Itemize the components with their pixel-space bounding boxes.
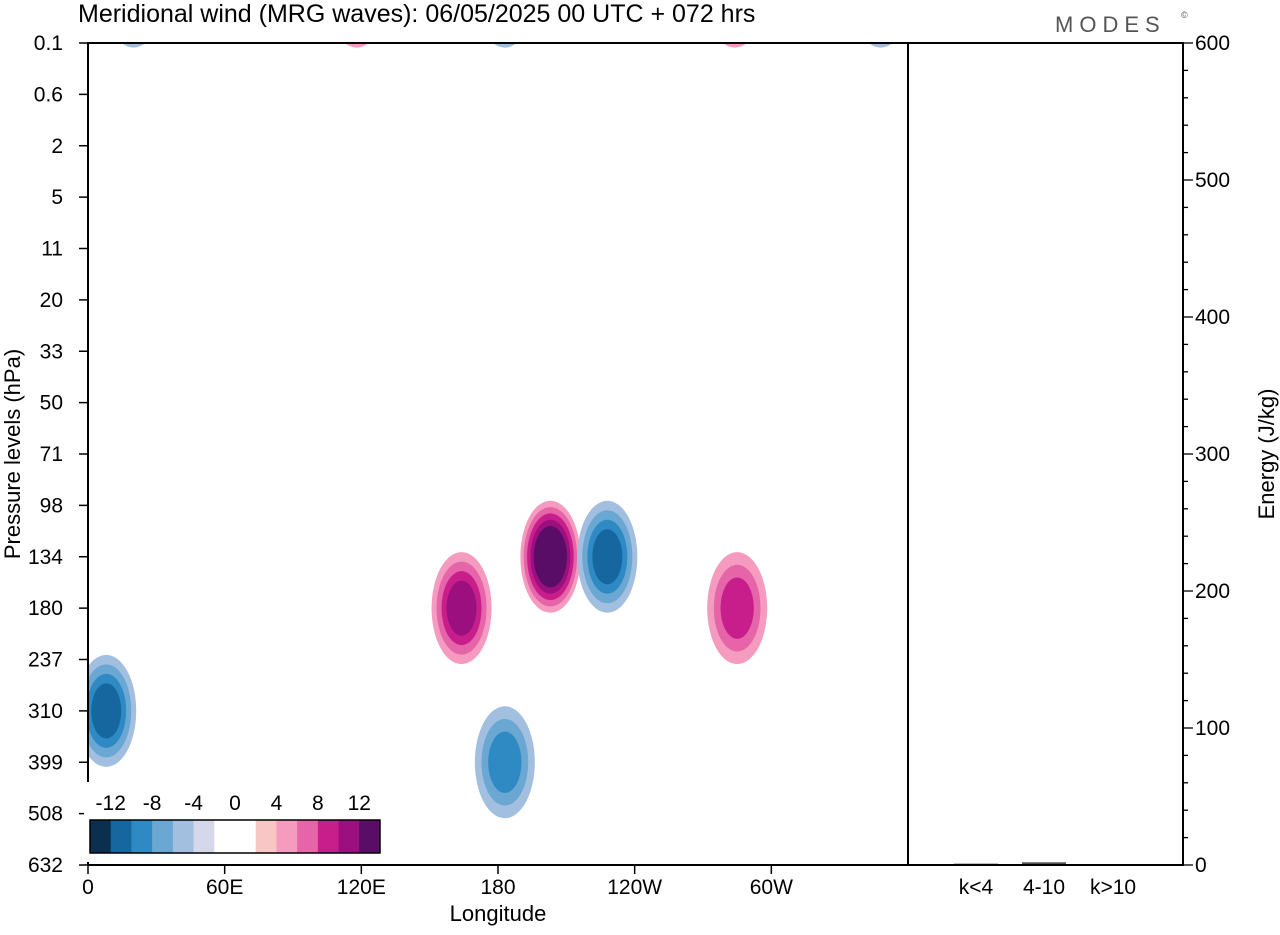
x-axis-label: Longitude [450, 901, 547, 926]
colorbar-swatch [297, 820, 319, 853]
energy-axis: 0 100 200 300 400 500 600 [1183, 32, 1230, 877]
heatmap-contours [88, 0, 907, 819]
contour-feature [854, 0, 907, 48]
colorbar-swatch [276, 820, 298, 853]
x-tick-label: 0 [82, 876, 94, 899]
contour-feature [492, 43, 517, 48]
y-tick-label: 50 [40, 392, 63, 415]
contour-level [722, 43, 747, 48]
energy-tick-label: 600 [1195, 32, 1230, 55]
y-tick-label: 98 [40, 494, 63, 517]
colorbar-swatch [338, 820, 360, 853]
contour-feature [520, 500, 581, 613]
contour-level [861, 0, 901, 29]
contour-level [344, 43, 369, 48]
colorbar-frame [89, 819, 381, 854]
pressure-axis: 0.1 0.6 2 5 11 20 33 50 71 98 134 180 237 310 399 508 63… [28, 32, 88, 877]
contour-feature [344, 43, 369, 48]
y-tick-label: 71 [40, 443, 63, 466]
contour-feature [121, 43, 146, 48]
colorbar-label: 8 [312, 792, 324, 815]
contour-level [446, 580, 477, 636]
contour-level [121, 43, 146, 48]
contour-level [868, 43, 893, 48]
y-tick-label: 0.1 [34, 32, 63, 55]
energy-category-label: k>10 [1090, 876, 1136, 899]
contour-level [864, 0, 897, 22]
y-tick-label: 180 [28, 597, 63, 620]
colorbar-swatch [172, 820, 195, 853]
x-tick-label: 60W [750, 876, 793, 899]
colorbar-swatch [110, 820, 132, 853]
colorbar: -12 -8 -4 0 4 8 12 [84, 782, 386, 862]
energy-tick-label: 400 [1195, 306, 1230, 329]
energy-bar [1022, 862, 1066, 865]
contour-feature [474, 706, 535, 819]
x-tick-label: 120W [607, 876, 662, 899]
y-tick-label: 20 [40, 289, 63, 312]
y-tick-label: 399 [28, 751, 63, 774]
contour-level [720, 577, 754, 639]
contour-feature [431, 552, 492, 665]
colorbar-swatch [193, 820, 215, 853]
energy-tick-label: 100 [1195, 717, 1230, 740]
x-tick-label: 60E [206, 876, 243, 899]
contour-level [488, 731, 522, 793]
contour-level [857, 0, 904, 35]
colorbar-swatch [131, 820, 153, 853]
colorbar-swatch [90, 820, 112, 853]
energy-panel [908, 43, 1183, 865]
contour-feature [722, 43, 747, 48]
logo-text: MODES [1055, 12, 1166, 37]
contour-level [537, 532, 564, 582]
y-tick-label: 632 [28, 854, 63, 877]
colorbar-swatch [359, 820, 381, 853]
colorbar-label: 4 [271, 792, 283, 815]
y-tick-label: 0.6 [34, 83, 63, 106]
colorbar-swatch [317, 820, 340, 853]
y-tick-label: 134 [28, 546, 63, 569]
contour-feature [707, 552, 768, 665]
energy-category-label: 4-10 [1023, 876, 1065, 899]
colorbar-swatch [152, 820, 174, 853]
energy-category-label: k<4 [959, 876, 994, 899]
energy-axis-label: Energy (J/kg) [1254, 389, 1279, 520]
y-tick-label: 5 [51, 186, 63, 209]
contour-level [854, 0, 907, 41]
colorbar-label: -8 [143, 792, 162, 815]
y-tick-label: 237 [28, 649, 63, 672]
chart-title: Meridional wind (MRG waves): 06/05/2025 … [78, 0, 755, 28]
contour-level [492, 43, 517, 48]
energy-tick-label: 300 [1195, 443, 1230, 466]
energy-tick-label: 0 [1195, 854, 1207, 877]
colorbar-label: 12 [348, 792, 371, 815]
y-tick-label: 508 [28, 803, 63, 826]
y-tick-label: 11 [41, 238, 63, 261]
colorbar-label: 0 [229, 792, 241, 815]
contour-level [867, 0, 894, 16]
x-tick-label: 180 [480, 876, 515, 899]
y-tick-label: 33 [40, 340, 63, 363]
modes-logo: MODES © [1055, 10, 1188, 37]
colorbar-label: -4 [184, 792, 203, 815]
energy-tick-label: 500 [1195, 169, 1230, 192]
x-tick-label: 120E [337, 876, 386, 899]
colorbar-label: -12 [96, 792, 126, 815]
logo-mark: © [1181, 10, 1188, 20]
y-tick-label: 2 [51, 135, 63, 158]
colorbar-swatch [214, 820, 236, 853]
colorbar-swatch [255, 820, 277, 853]
colorbar-swatch [235, 820, 257, 853]
y-axis-label: Pressure levels (hPa) [0, 349, 25, 559]
contour-feature [88, 654, 137, 767]
contour-level [592, 529, 623, 585]
energy-categories: k<4 4-10 k>10 [959, 876, 1136, 899]
contour-level [91, 683, 122, 739]
contour-feature [577, 500, 638, 613]
y-tick-label: 310 [28, 700, 63, 723]
energy-tick-label: 200 [1195, 580, 1230, 603]
longitude-axis: 0 60E 120E 180 120W 60W [82, 865, 793, 899]
